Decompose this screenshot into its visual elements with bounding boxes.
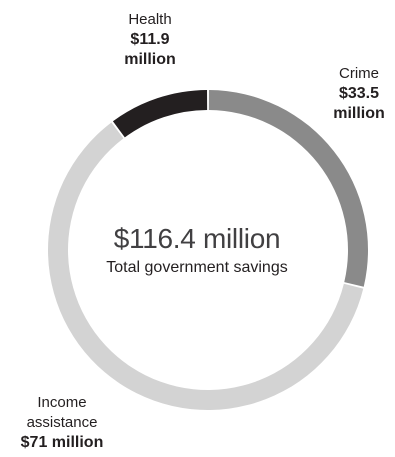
slice-name-income-assistance: Income assistance <box>26 394 98 431</box>
slice-value-income-assistance: $71 million <box>20 434 104 451</box>
slice-name-health: Health <box>128 11 172 28</box>
slice-label-health: Health $11.9 million <box>105 10 195 70</box>
donut-slices <box>47 90 369 411</box>
slice-name-crime: Crime <box>339 65 379 82</box>
slice-health <box>112 90 208 138</box>
slice-value-crime: $33.5 million <box>333 85 385 122</box>
slice-label-crime: Crime $33.5 million <box>318 64 395 124</box>
center-caption: Total government savings <box>106 259 288 276</box>
slice-crime <box>208 90 369 287</box>
center-total-value: $116.4 million <box>113 223 281 254</box>
slice-label-income-assistance: Income assistance $71 million <box>2 393 122 453</box>
slice-value-health: $11.9 million <box>124 31 176 68</box>
